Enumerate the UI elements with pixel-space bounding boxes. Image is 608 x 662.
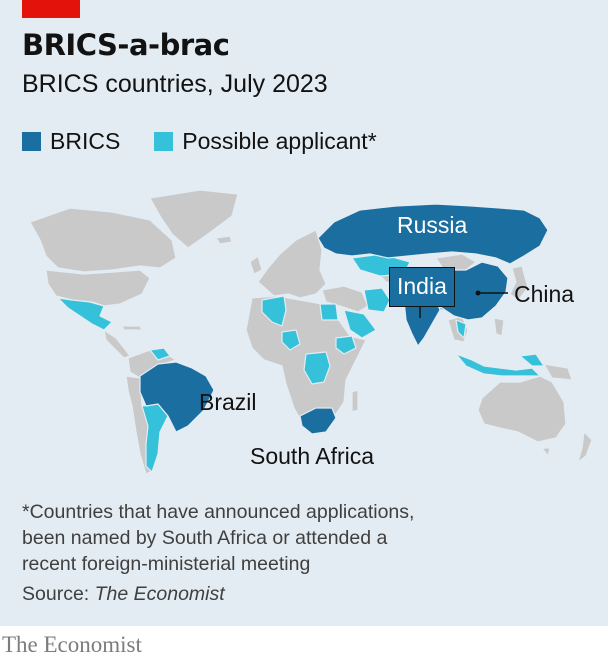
footnote: *Countries that have announced applicati…: [22, 501, 415, 575]
india-label-box: [389, 267, 455, 307]
source-prefix: Source:: [22, 583, 95, 605]
saudi-arabia: [343, 309, 377, 339]
canada: [29, 207, 177, 273]
ethiopia: [335, 335, 357, 355]
europe: [257, 229, 327, 299]
usa: [45, 269, 151, 307]
indonesia: [455, 353, 541, 377]
legend-label-brics: BRICS: [50, 128, 121, 154]
papua-new-guinea: [543, 363, 573, 381]
venezuela: [149, 347, 171, 361]
egypt: [319, 303, 339, 321]
iran: [363, 287, 391, 313]
map-label-china: China: [514, 281, 575, 307]
legend-item-brics: BRICS: [22, 128, 120, 155]
legend-item-applicant: Possible applicant*: [154, 128, 377, 155]
philippines: [493, 317, 505, 337]
caribbean: [121, 325, 143, 331]
chart-subtitle: BRICS countries, July 2023: [22, 70, 328, 98]
legend-swatch-applicant: [154, 132, 174, 151]
greenland: [149, 189, 239, 249]
turkey-middle-east: [321, 285, 369, 313]
madagascar: [351, 389, 359, 413]
legend-label-applicant: Possible applicant*: [182, 128, 377, 154]
brand-red-tag: [22, 0, 80, 18]
nigeria: [281, 329, 301, 351]
new-zealand: [577, 431, 593, 463]
japan: [509, 265, 529, 301]
dr-congo: [303, 351, 331, 385]
legend-swatch-brics: [22, 132, 41, 151]
algeria: [261, 295, 287, 327]
uk: [249, 255, 263, 275]
mexico: [57, 297, 113, 331]
source-line: Source: The Economist: [22, 583, 225, 606]
russia: [317, 203, 549, 265]
central-america: [103, 329, 131, 359]
australia: [477, 375, 567, 443]
brazil: [139, 361, 215, 433]
china-dot: [475, 290, 481, 296]
iceland: [215, 235, 233, 245]
tasmania: [541, 447, 551, 457]
thailand: [455, 319, 467, 339]
map-label-india: India: [397, 273, 447, 299]
indonesia-east: [519, 353, 545, 367]
publisher-brand: The Economist: [2, 632, 142, 657]
map-label-brazil: Brazil: [199, 389, 257, 415]
chart-title: BRICS-a-brac: [22, 28, 230, 62]
source-name: The Economist: [94, 583, 225, 605]
world-map: [29, 189, 593, 475]
legend: BRICS Possible applicant*: [22, 128, 411, 155]
map-label-south-africa: South Africa: [250, 443, 375, 469]
south-africa: [299, 407, 337, 435]
map-label-russia: Russia: [397, 212, 468, 238]
